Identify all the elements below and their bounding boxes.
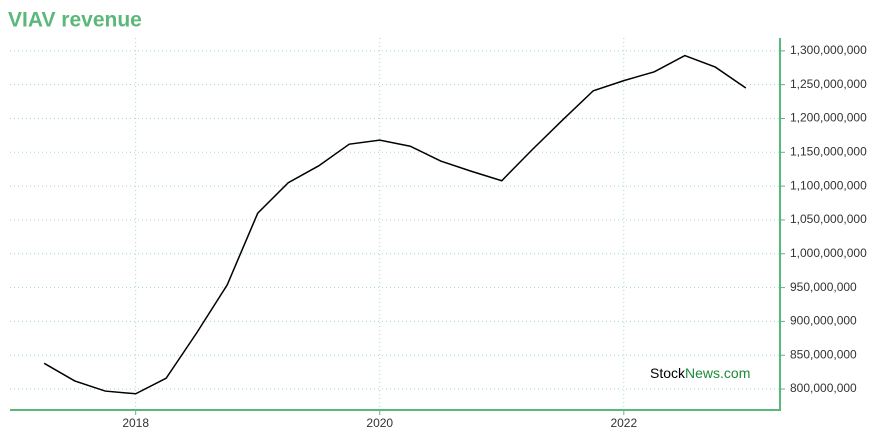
watermark: StockNews.com — [650, 365, 750, 381]
watermark-news: News.com — [685, 365, 750, 381]
y-tick-label: 1,100,000,000 — [790, 178, 867, 192]
y-tick-label: 1,300,000,000 — [790, 43, 867, 57]
y-tick-label: 950,000,000 — [790, 280, 857, 294]
watermark-stock: Stock — [650, 365, 686, 381]
y-tick-label: 1,050,000,000 — [790, 212, 867, 226]
chart-title: VIAV revenue — [8, 9, 142, 32]
y-tick-label: 900,000,000 — [790, 314, 857, 328]
y-tick-label: 1,250,000,000 — [790, 77, 867, 91]
y-tick-label: 1,150,000,000 — [790, 144, 867, 158]
y-tick-label: 1,000,000,000 — [790, 246, 867, 260]
x-tick-label: 2020 — [366, 416, 393, 430]
x-tick-label: 2018 — [122, 416, 149, 430]
x-tick-label: 2022 — [610, 416, 637, 430]
y-tick-label: 1,200,000,000 — [790, 111, 867, 125]
y-tick-label: 850,000,000 — [790, 347, 857, 361]
y-tick-label: 800,000,000 — [790, 381, 857, 395]
line-series — [43, 54, 747, 395]
